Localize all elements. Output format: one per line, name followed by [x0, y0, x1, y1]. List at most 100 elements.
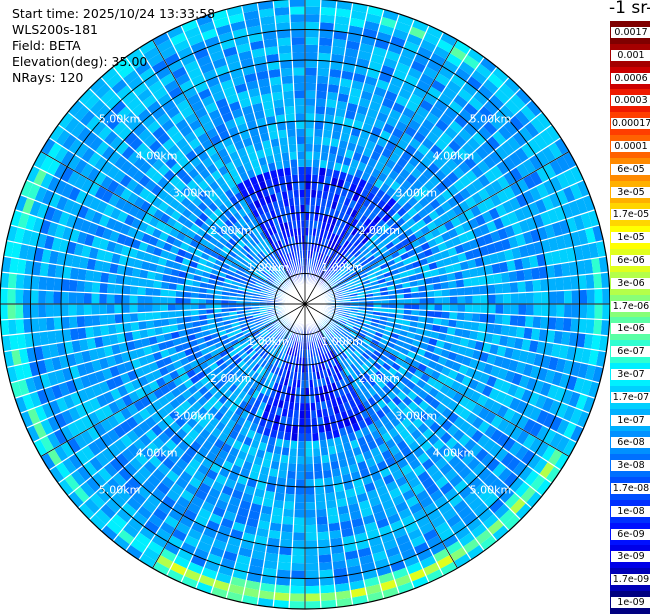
data-cell — [157, 256, 168, 267]
data-cell — [277, 554, 292, 563]
data-cell — [84, 233, 95, 247]
data-cell — [343, 480, 355, 491]
data-cell — [169, 275, 179, 284]
data-cell — [114, 197, 127, 211]
data-cell — [7, 288, 16, 304]
data-cell — [91, 211, 103, 225]
data-cell — [269, 338, 277, 346]
data-cell — [318, 45, 333, 54]
data-cell — [595, 240, 607, 258]
data-cell — [283, 432, 292, 441]
data-cell — [366, 230, 376, 240]
data-cell — [493, 377, 505, 391]
data-cell — [361, 236, 370, 245]
data-cell — [482, 155, 497, 170]
data-cell — [293, 410, 300, 419]
ray-separator — [305, 0, 338, 299]
data-cell — [305, 601, 321, 610]
data-cell — [348, 315, 357, 321]
data-cell — [38, 276, 48, 291]
data-cell — [367, 356, 377, 366]
data-cell — [253, 268, 262, 275]
data-cell — [453, 192, 465, 205]
data-cell — [536, 478, 552, 496]
ray-separator — [305, 309, 369, 603]
data-cell — [254, 244, 262, 253]
data-cell — [248, 238, 257, 248]
data-cell — [500, 380, 512, 394]
data-cell — [254, 284, 263, 290]
data-cell — [463, 438, 477, 452]
data-cell — [287, 136, 297, 145]
data-cell — [116, 105, 132, 121]
data-cell — [316, 260, 322, 269]
data-cell — [143, 46, 161, 61]
ray-separator — [310, 224, 600, 304]
data-cell — [172, 502, 187, 516]
data-cell — [334, 326, 342, 333]
data-cell — [250, 134, 262, 145]
data-cell — [508, 359, 519, 373]
data-cell — [528, 437, 543, 454]
data-cell — [329, 268, 336, 276]
data-cell — [180, 143, 193, 156]
data-cell — [197, 88, 212, 101]
data-cell — [334, 252, 341, 261]
data-cell — [184, 483, 199, 496]
data-cell — [91, 359, 102, 373]
data-cell — [81, 244, 92, 258]
data-cell — [584, 227, 596, 244]
data-cell — [467, 258, 477, 270]
data-cell — [260, 292, 269, 297]
data-cell — [356, 253, 365, 261]
data-cell — [60, 150, 75, 167]
data-cell — [458, 128, 473, 143]
data-cell — [82, 400, 95, 415]
data-cell — [323, 122, 334, 131]
data-cell — [266, 363, 274, 372]
data-cell — [89, 492, 106, 509]
ray-separator — [48, 306, 301, 471]
data-cell — [132, 471, 147, 486]
data-cell — [266, 61, 281, 71]
data-cell — [332, 365, 340, 374]
data-cell — [364, 265, 373, 273]
data-cell — [114, 284, 123, 295]
data-cell — [228, 250, 238, 259]
data-cell — [305, 128, 315, 137]
data-cell — [270, 225, 278, 235]
data-cell — [481, 210, 494, 224]
data-cell — [242, 244, 252, 253]
data-cell — [80, 219, 92, 234]
ray-separator — [304, 309, 322, 609]
data-cell — [342, 272, 350, 280]
data-cell — [522, 433, 537, 450]
data-cell — [170, 268, 180, 277]
data-cell — [101, 145, 116, 161]
data-cell — [106, 179, 120, 194]
data-cell — [328, 280, 336, 287]
data-cell — [195, 13, 214, 27]
data-cell — [167, 310, 177, 319]
data-cell — [426, 131, 440, 144]
data-cell — [203, 35, 221, 48]
data-cell — [404, 125, 418, 138]
data-cell — [236, 450, 248, 461]
data-cell — [232, 521, 246, 533]
data-cell — [344, 337, 353, 345]
data-cell — [251, 258, 260, 266]
data-cell — [109, 230, 120, 243]
data-cell — [183, 297, 191, 304]
data-cell — [100, 503, 117, 520]
data-cell — [289, 585, 305, 594]
data-cell — [121, 481, 137, 497]
data-cell — [329, 537, 344, 547]
data-cell — [554, 452, 570, 471]
data-cell — [213, 299, 222, 304]
data-cell — [173, 39, 191, 53]
data-cell — [421, 118, 435, 132]
data-cell — [332, 373, 340, 383]
data-cell — [311, 174, 319, 183]
data-cell — [458, 232, 469, 244]
data-cell — [305, 395, 311, 404]
